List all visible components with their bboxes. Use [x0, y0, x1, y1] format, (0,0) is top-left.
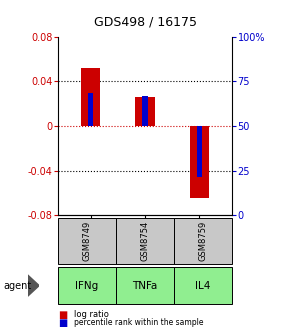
Text: ■: ■	[58, 310, 67, 320]
Text: IFNg: IFNg	[75, 281, 99, 291]
Text: GSM8749: GSM8749	[82, 221, 92, 261]
Text: GSM8759: GSM8759	[198, 221, 208, 261]
Text: percentile rank within the sample: percentile rank within the sample	[74, 318, 204, 327]
Text: IL4: IL4	[195, 281, 211, 291]
Bar	[81, 68, 100, 126]
Text: ■: ■	[58, 318, 67, 328]
Text: GDS498 / 16175: GDS498 / 16175	[93, 15, 197, 29]
Bar	[190, 126, 209, 198]
Bar	[88, 93, 93, 126]
Text: GSM8754: GSM8754	[140, 221, 150, 261]
Text: agent: agent	[3, 281, 31, 291]
Text: log ratio: log ratio	[74, 310, 109, 319]
Bar	[142, 96, 148, 126]
Text: TNFa: TNFa	[132, 281, 158, 291]
Bar	[197, 126, 202, 177]
Bar	[135, 97, 155, 126]
Polygon shape	[28, 275, 39, 296]
